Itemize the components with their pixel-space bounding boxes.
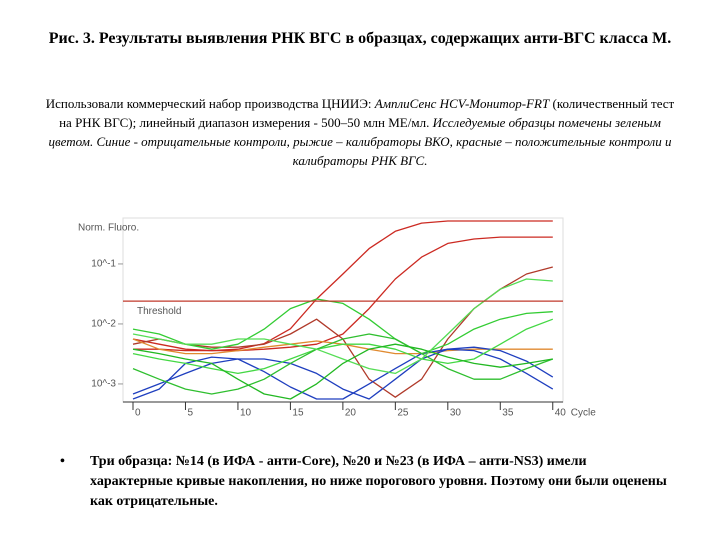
y-tick-label: 10^-2 — [91, 319, 116, 330]
curve — [132, 298, 553, 355]
threshold-label: Threshold — [137, 306, 181, 317]
y-tick-label: 10^-1 — [91, 259, 116, 270]
x-tick-label: 15 — [292, 408, 304, 419]
x-tick-label: 0 — [135, 408, 141, 419]
x-tick-label: 20 — [345, 408, 357, 419]
curve — [132, 278, 553, 375]
text: АмплиСенс HCV-Монитор-FRT — [374, 96, 550, 111]
x-tick-label: 40 — [555, 408, 567, 419]
plot-area — [122, 217, 564, 403]
y-axis-label: Norm. Fluoro. — [78, 223, 139, 234]
text: Использовали коммерческий набор производ… — [45, 96, 375, 111]
curve — [132, 333, 554, 395]
x-tick-label: 25 — [397, 408, 409, 419]
curve — [132, 318, 554, 375]
x-axis-label: Cycle — [571, 408, 596, 419]
x-tick-label: 30 — [450, 408, 462, 419]
curve — [132, 343, 553, 400]
y-tick-label: 10^-3 — [91, 379, 116, 390]
text: Исследуемые образцы помечены зеленым цве… — [48, 115, 672, 168]
curves — [132, 220, 554, 400]
x-tick-label: 10 — [240, 408, 252, 419]
bullet-text: Три образца: №14 (в ИФА - анти-Core), №2… — [90, 454, 667, 509]
description: Использовали коммерческий набор производ… — [40, 94, 680, 170]
title: Рис. 3. Результаты выявления РНК ВГС в о… — [48, 30, 672, 47]
text: (количественный тест на РНК ВГС); линейн… — [59, 96, 675, 130]
curve — [132, 236, 553, 352]
bullet: • — [60, 454, 65, 469]
bullet-item: • Три образца: №14 (в ИФА - анти-Core), №… — [60, 452, 670, 512]
x-tick-label: 35 — [502, 408, 514, 419]
x-tick-label: 5 — [187, 408, 193, 419]
